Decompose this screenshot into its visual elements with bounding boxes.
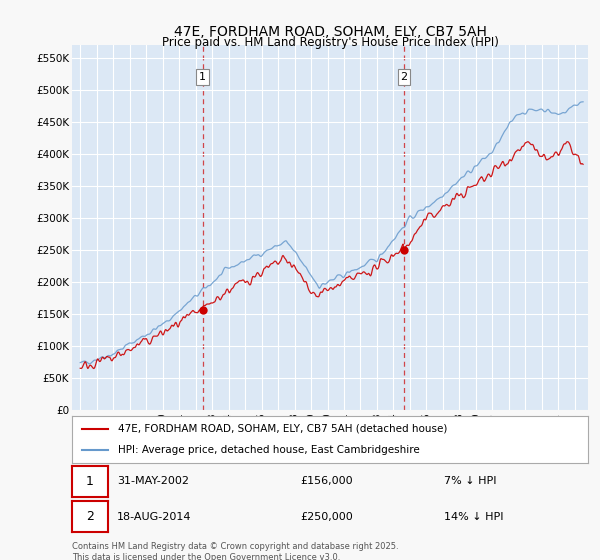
Text: 47E, FORDHAM ROAD, SOHAM, ELY, CB7 5AH (detached house): 47E, FORDHAM ROAD, SOHAM, ELY, CB7 5AH (… [118,424,448,434]
Text: 1: 1 [86,475,94,488]
Text: 14% ↓ HPI: 14% ↓ HPI [444,512,503,522]
Text: £156,000: £156,000 [300,477,353,487]
Text: 2: 2 [86,510,94,523]
Text: £250,000: £250,000 [300,512,353,522]
Text: 1: 1 [199,72,206,82]
Text: 31-MAY-2002: 31-MAY-2002 [117,477,189,487]
Text: 18-AUG-2014: 18-AUG-2014 [117,512,191,522]
Text: Contains HM Land Registry data © Crown copyright and database right 2025.
This d: Contains HM Land Registry data © Crown c… [72,542,398,560]
Text: 2: 2 [400,72,407,82]
Text: HPI: Average price, detached house, East Cambridgeshire: HPI: Average price, detached house, East… [118,445,420,455]
Text: Price paid vs. HM Land Registry's House Price Index (HPI): Price paid vs. HM Land Registry's House … [161,36,499,49]
Text: 7% ↓ HPI: 7% ↓ HPI [444,477,497,487]
Text: 47E, FORDHAM ROAD, SOHAM, ELY, CB7 5AH: 47E, FORDHAM ROAD, SOHAM, ELY, CB7 5AH [173,25,487,39]
